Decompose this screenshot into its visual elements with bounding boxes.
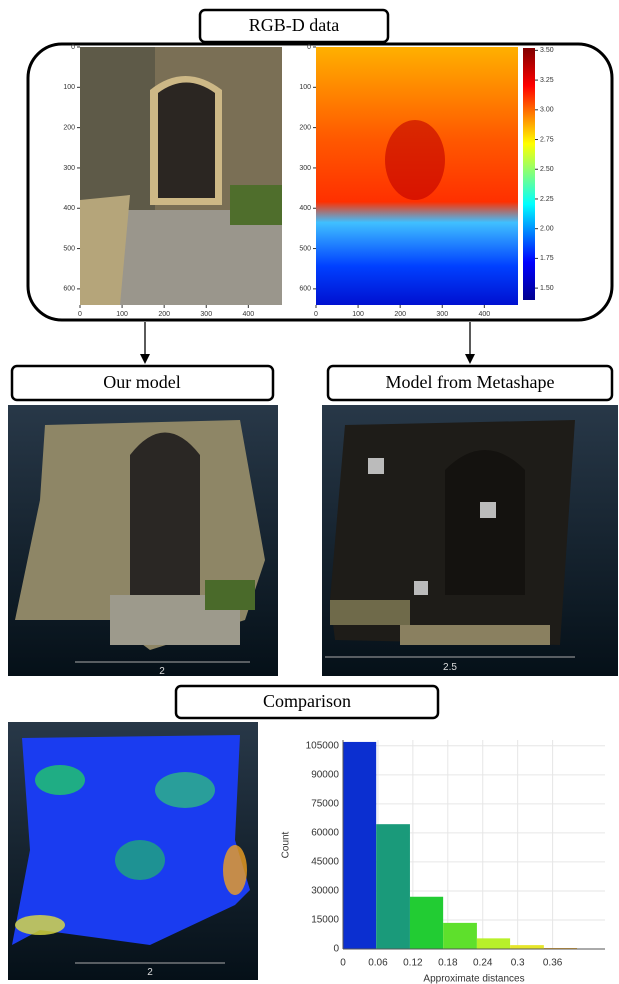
- y-axis-label: Count: [281, 831, 292, 858]
- panel-title: Model from Metashape: [386, 372, 555, 392]
- y-tick-label: 0: [71, 44, 75, 51]
- colorbar-tick-label: 3.25: [540, 77, 554, 84]
- colorbar-tick-label: 2.25: [540, 196, 554, 203]
- y-tick-label: 30000: [311, 886, 339, 897]
- y-tick-label: 0: [333, 944, 339, 955]
- section-title: RGB-D data: [249, 15, 339, 35]
- x-tick-label: 0.06: [368, 958, 388, 969]
- x-tick-label: 0.18: [438, 958, 458, 969]
- scale-label: 2: [147, 967, 153, 978]
- x-tick-label: 400: [242, 311, 254, 318]
- y-tick-label: 0: [307, 44, 311, 51]
- arrow-head: [465, 354, 475, 364]
- colorbar-tick-label: 2.00: [540, 226, 554, 233]
- depth-map: [316, 47, 518, 305]
- y-tick-label: 100: [63, 84, 75, 91]
- x-tick-label: 0.24: [473, 958, 493, 969]
- y-tick-label: 500: [299, 245, 311, 252]
- x-tick-label: 200: [394, 311, 406, 318]
- title-box: [326, 364, 614, 402]
- y-tick-label: 500: [63, 245, 75, 252]
- rgb-photo: [80, 47, 282, 305]
- title-box: [174, 684, 440, 720]
- y-tick-label: 90000: [311, 769, 339, 780]
- y-tick-label: 600: [299, 286, 311, 293]
- x-tick-label: 0: [78, 311, 82, 318]
- colorbar-tick-label: 1.75: [540, 255, 554, 262]
- y-tick-label: 45000: [311, 857, 339, 868]
- x-tick-label: 0.36: [543, 958, 563, 969]
- colorbar: [523, 48, 535, 300]
- panel-title: Our model: [103, 372, 180, 392]
- y-tick-label: 400: [299, 205, 311, 212]
- x-tick-label: 300: [436, 311, 448, 318]
- y-tick-label: 100: [299, 84, 311, 91]
- x-tick-label: 200: [158, 311, 170, 318]
- title-box: [10, 364, 275, 402]
- scale-label: 2.5: [443, 662, 457, 673]
- y-tick-label: 60000: [311, 828, 339, 839]
- x-tick-label: 100: [116, 311, 128, 318]
- bar: [376, 824, 410, 949]
- colorbar-tick-label: 3.00: [540, 107, 554, 114]
- colorbar-tick-label: 3.50: [540, 47, 554, 54]
- metashape-render: [322, 405, 618, 676]
- y-tick-label: 300: [63, 165, 75, 172]
- y-tick-label: 300: [299, 165, 311, 172]
- x-tick-label: 100: [352, 311, 364, 318]
- colorbar-tick-label: 2.75: [540, 136, 554, 143]
- comparison-render: [8, 722, 258, 980]
- x-tick-label: 400: [478, 311, 490, 318]
- bar: [476, 938, 511, 949]
- y-tick-label: 400: [63, 205, 75, 212]
- arrow-head: [140, 354, 150, 364]
- y-tick-label: 105000: [306, 740, 340, 751]
- y-tick-label: 75000: [311, 799, 339, 810]
- y-tick-label: 200: [63, 124, 75, 131]
- section-title: Comparison: [263, 691, 351, 711]
- bar: [409, 896, 444, 949]
- y-tick-label: 15000: [311, 915, 339, 926]
- bar: [343, 741, 377, 949]
- title-box: [198, 8, 390, 44]
- x-tick-label: 0.3: [511, 958, 525, 969]
- colorbar-tick-label: 2.50: [540, 166, 554, 173]
- x-axis-label: Approximate distances: [423, 974, 524, 984]
- colorbar-tick-label: 1.50: [540, 285, 554, 292]
- x-tick-label: 0: [314, 311, 318, 318]
- our-model-render: [8, 405, 278, 676]
- y-tick-label: 600: [63, 286, 75, 293]
- scale-label: 2: [159, 666, 165, 677]
- bar: [510, 945, 544, 949]
- y-tick-label: 200: [299, 124, 311, 131]
- x-tick-label: 300: [200, 311, 212, 318]
- x-tick-label: 0: [340, 958, 346, 969]
- bar: [443, 922, 477, 949]
- x-tick-label: 0.12: [403, 958, 423, 969]
